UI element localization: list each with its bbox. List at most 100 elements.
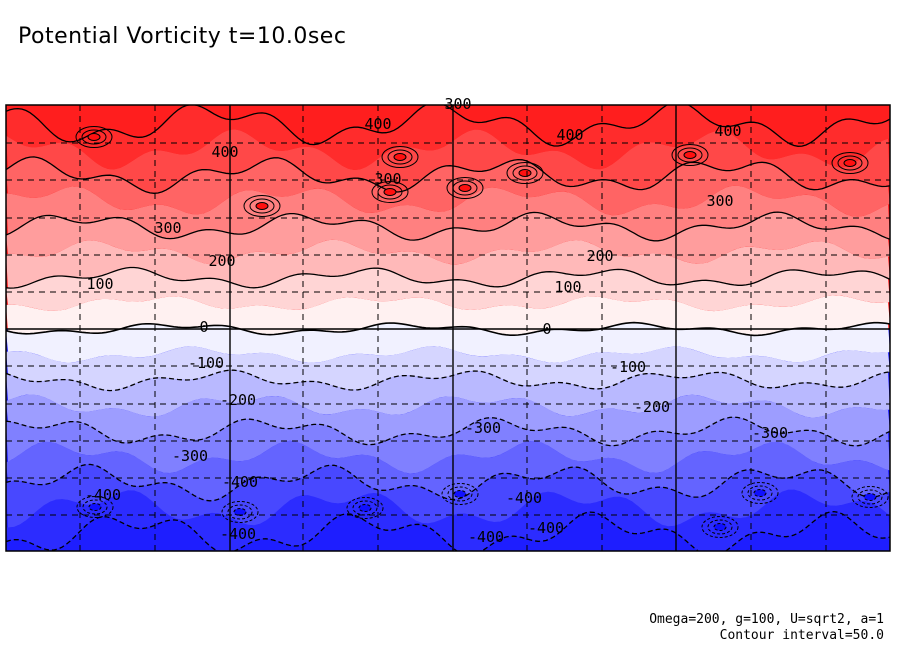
contour-label-21: -400 — [85, 486, 121, 504]
contour-label-9: 200 — [586, 247, 613, 265]
contour-label-7: 300 — [706, 192, 733, 210]
contour-label-24: -400 — [220, 525, 256, 543]
filled-contour-bands — [6, 105, 890, 551]
contour-label-0: 300 — [444, 95, 471, 113]
band--350--300 — [6, 464, 890, 528]
eddy-0-ring-1 — [87, 133, 101, 141]
contour-label-20: -300 — [752, 424, 788, 442]
band--400--350 — [6, 489, 890, 551]
contour-label-16: -200 — [220, 391, 256, 409]
contour-label-23: -400 — [506, 489, 542, 507]
eddy-1-ring-2 — [387, 149, 413, 165]
contour-labels: 300 400 400 400 400 300 300 300 200 200 100 100 0 0 -1… — [85, 95, 788, 546]
contour-label-5: 300 — [374, 170, 401, 188]
contour-label-19: -300 — [465, 419, 501, 437]
band--300--250 — [6, 440, 890, 501]
eddy-11-ring-3 — [441, 483, 479, 505]
eddy-1-ring-1 — [393, 153, 407, 161]
eddy-3-ring-3 — [831, 152, 869, 174]
contour-label-15: -100 — [610, 358, 646, 376]
contour-label-6: 300 — [154, 219, 181, 237]
eddy-2-ring-3 — [671, 144, 709, 166]
contour-label-8: 200 — [208, 252, 235, 270]
eddy-8-ring-1 — [88, 503, 102, 511]
footer-parameters: Omega=200, g=100, U=sqrt2, a=1 — [649, 612, 884, 627]
eddy-14-ring-1 — [713, 523, 727, 531]
contour-label-14: -100 — [188, 354, 224, 372]
eddy-11-ring-2 — [447, 486, 473, 502]
contour-line--200 — [6, 416, 890, 447]
eddy-14-ring-2 — [707, 519, 733, 535]
eddy-1-ring-3 — [381, 146, 419, 168]
contour-label-3: 400 — [714, 122, 741, 140]
eddy-7-ring-3 — [506, 162, 544, 184]
band--50-0 — [6, 322, 890, 363]
band-200-250 — [6, 185, 890, 241]
contour-lines — [6, 105, 890, 551]
contour-line-0 — [6, 321, 890, 337]
eddy-10-ring-2 — [352, 500, 378, 516]
band-100-150 — [6, 239, 890, 288]
eddy-4-ring-1 — [255, 202, 269, 210]
eddy-5-ring-1 — [383, 188, 397, 196]
eddy-0-ring-2 — [81, 129, 107, 145]
eddy-2-ring-2 — [677, 147, 703, 163]
contour-line-200 — [6, 211, 890, 242]
eddy-9-ring-1 — [233, 508, 247, 516]
band--200--150 — [6, 394, 890, 446]
band-50-100 — [6, 267, 890, 311]
contour-line-400 — [6, 105, 890, 147]
contour-label-11: 100 — [554, 278, 581, 296]
contour-label-22: -400 — [222, 473, 258, 491]
eddy-8-ring-2 — [82, 499, 108, 515]
contour-label-17: -200 — [634, 398, 670, 416]
band-250-300 — [6, 157, 890, 217]
eddy-12-ring-2 — [747, 485, 773, 501]
plot-frame — [5, 104, 891, 552]
chart-title: Potential Vorticity t=10.0sec — [18, 24, 347, 49]
contour-line--300 — [6, 463, 890, 502]
contour-line-100 — [6, 266, 890, 289]
eddy-14-ring-3 — [701, 516, 739, 538]
band--250--200 — [6, 417, 890, 474]
band-150-200 — [6, 212, 890, 265]
footer-info: Omega=200, g=100, U=sqrt2, a=1 Contour i… — [649, 612, 884, 644]
contour-label-18: -300 — [172, 447, 208, 465]
footer-contour-interval: Contour interval=50.0 — [719, 628, 884, 643]
eddy-4-ring-3 — [243, 195, 281, 217]
contour-line--100 — [6, 369, 890, 392]
band--150--100 — [6, 370, 890, 418]
eddy-6-ring-3 — [446, 177, 484, 199]
eddy-13-ring-2 — [857, 489, 883, 505]
contour-label-25: -400 — [468, 528, 504, 546]
contour-label-12: 0 — [199, 318, 208, 336]
band--100--50 — [6, 346, 890, 391]
eddy-0-ring-3 — [75, 126, 113, 148]
contour-line-300 — [6, 156, 890, 194]
eddy-7-ring-1 — [518, 169, 532, 177]
eddy-5-ring-2 — [377, 184, 403, 200]
eddy-12-ring-1 — [753, 489, 767, 497]
eddy-13-ring-3 — [851, 486, 889, 508]
grid-lines — [6, 105, 890, 551]
eddy-3-ring-1 — [843, 159, 857, 167]
contour-label-2: 400 — [556, 126, 583, 144]
band-350-400 — [6, 105, 890, 170]
contour-label-10: 100 — [86, 275, 113, 293]
eddy-2-ring-1 — [683, 151, 697, 159]
eddy-8-ring-3 — [76, 496, 114, 518]
eddy-12-ring-3 — [741, 482, 779, 504]
eddy-10-ring-1 — [358, 504, 372, 512]
contour-label-4: 400 — [211, 143, 238, 161]
contour-line--400 — [6, 510, 890, 551]
contour-label-26: -400 — [528, 519, 564, 537]
eddy-10-ring-3 — [346, 497, 384, 519]
band-300-350 — [6, 129, 890, 194]
eddy-9-ring-2 — [227, 504, 253, 520]
eddy-6-ring-1 — [458, 184, 472, 192]
eddy-5-ring-3 — [371, 181, 409, 203]
eddy-3-ring-2 — [837, 155, 863, 171]
contour-label-13: 0 — [542, 320, 551, 338]
eddy-9-ring-3 — [221, 501, 259, 523]
